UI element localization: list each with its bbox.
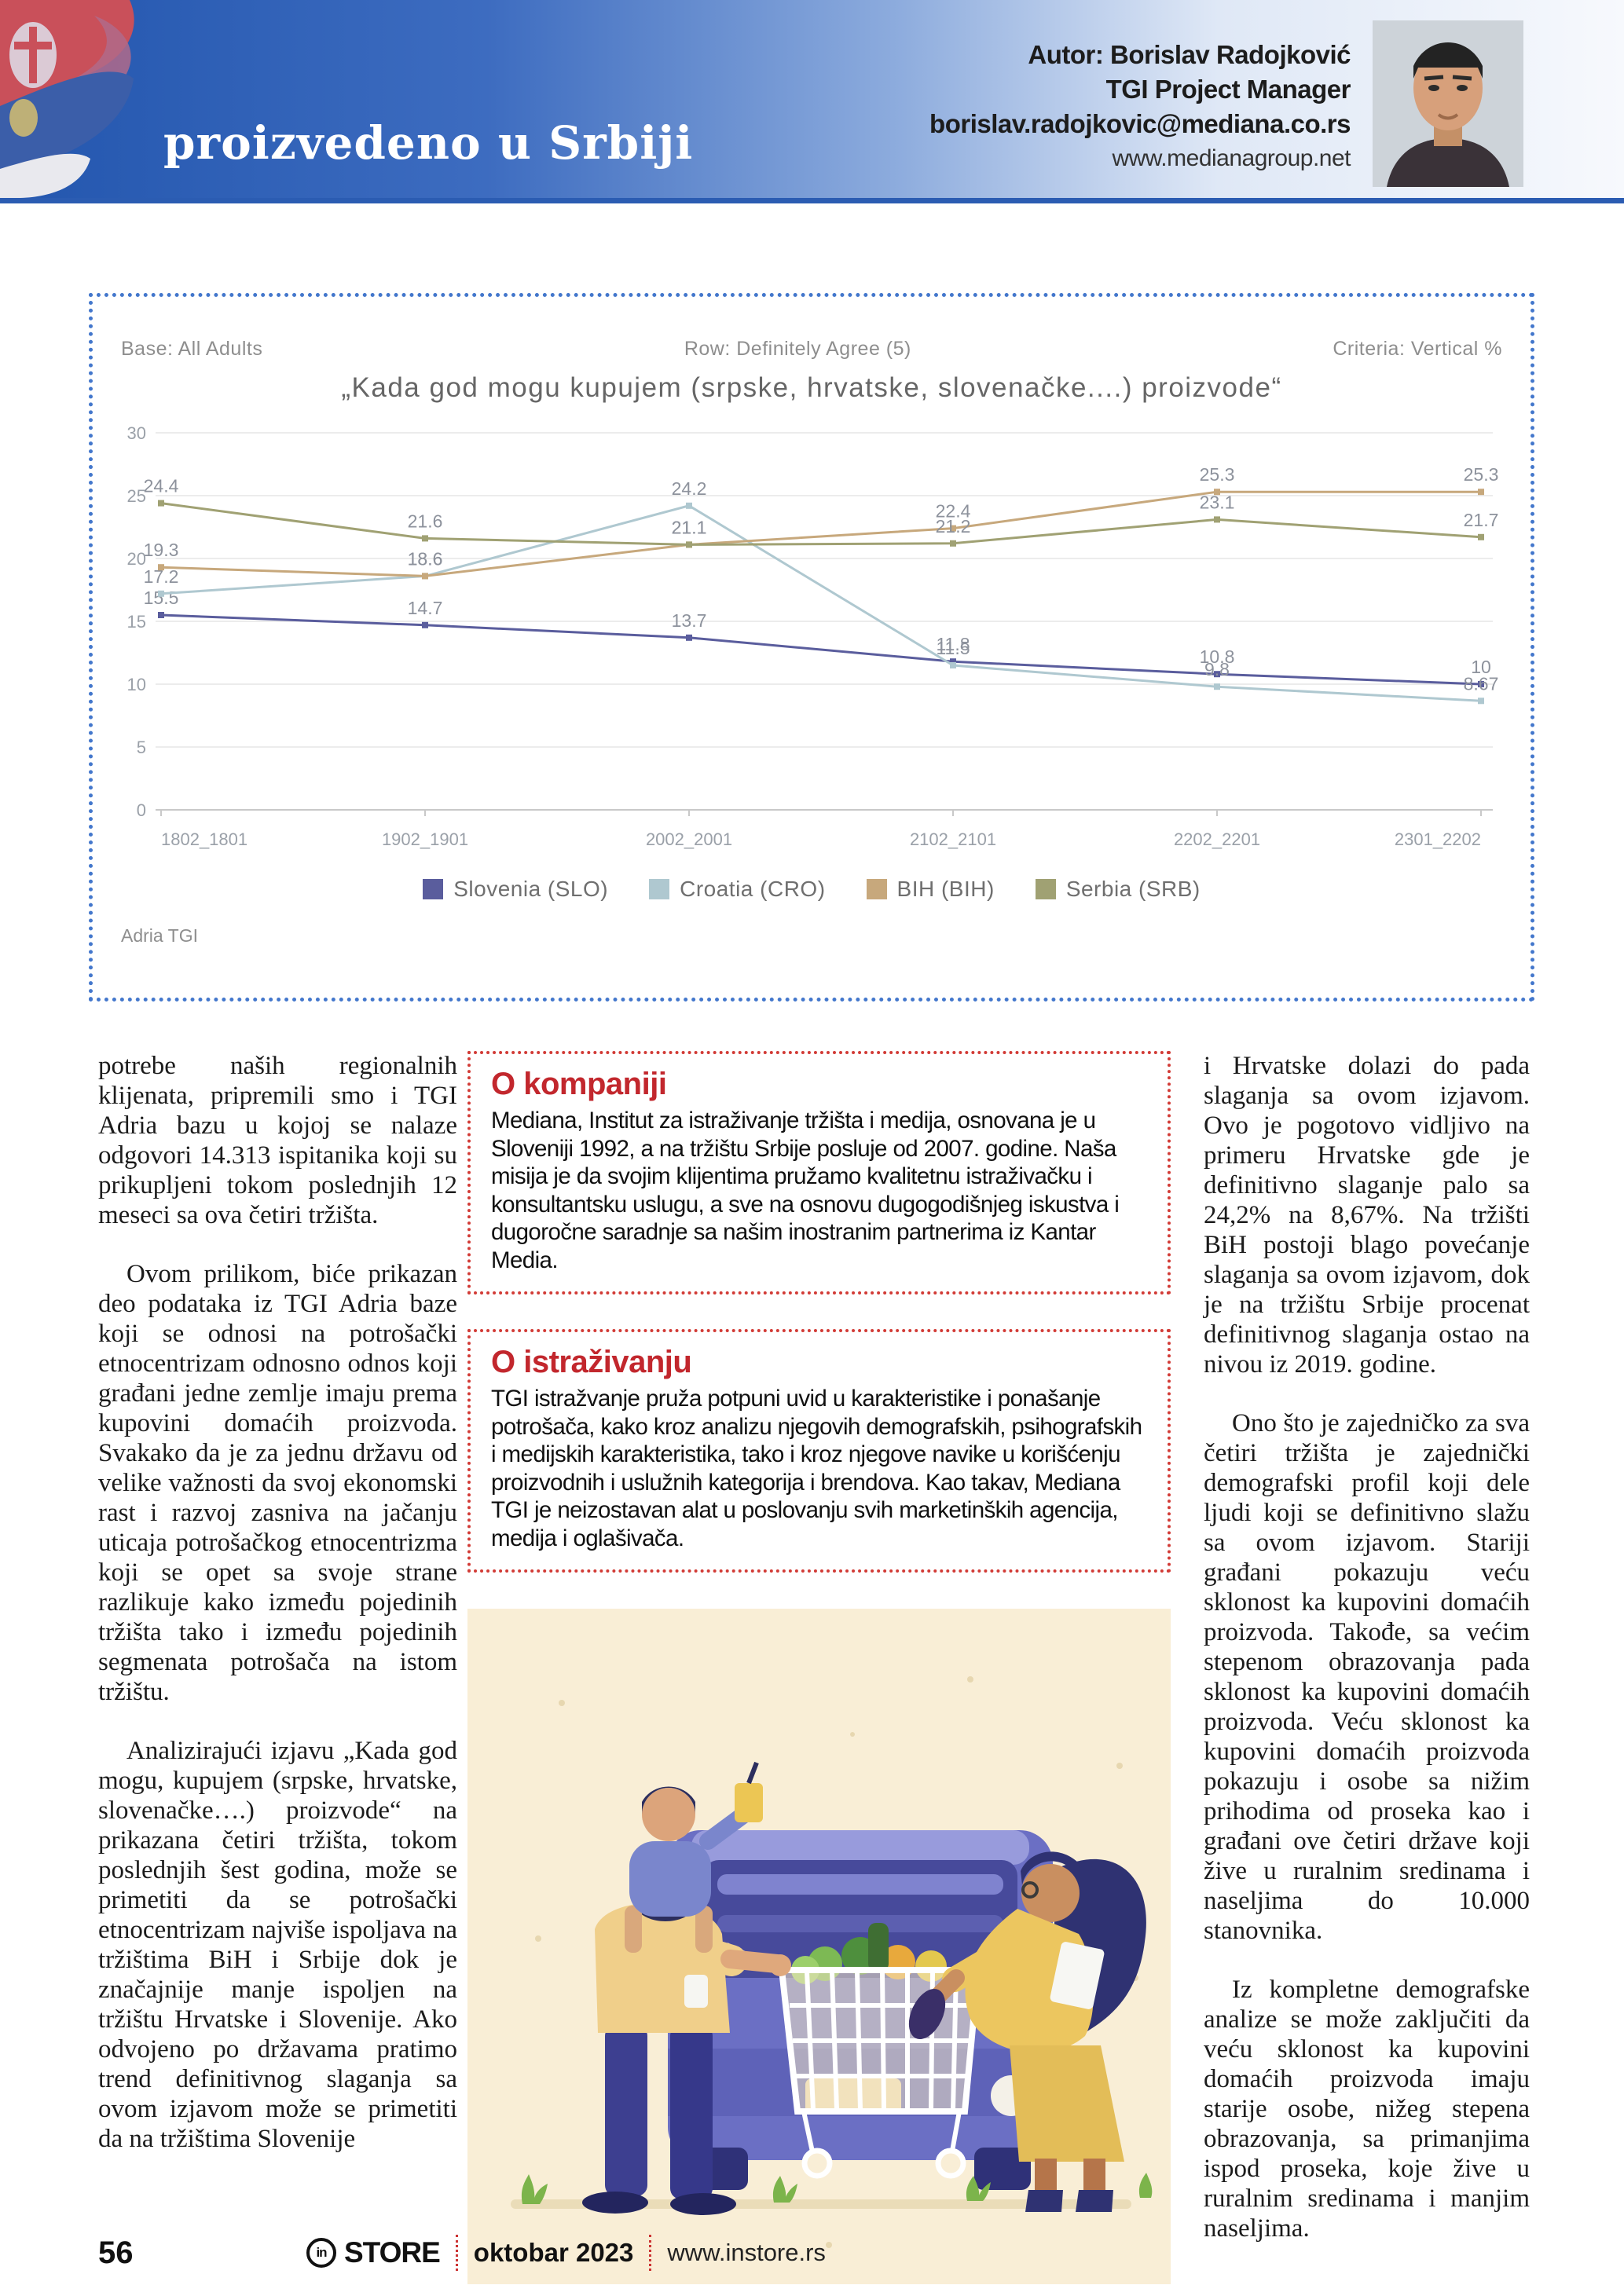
bih-swatch-icon: [866, 879, 887, 899]
svg-text:25: 25: [127, 486, 146, 506]
father-and-child-shape: [582, 1761, 791, 2215]
legend-item-serbia: Serbia (SRB): [1035, 877, 1201, 902]
mother-shape: [908, 1851, 1146, 2212]
chart-meta-row: Base: All Adults Row: Definitely Agree (…: [93, 338, 1531, 361]
chart-source-note: Adria TGI: [121, 925, 198, 946]
chart-criteria-note: Criteria: Vertical %: [1333, 338, 1502, 360]
family-shopping-illustration: [467, 1609, 1171, 2284]
svg-text:10.8: 10.8: [1200, 646, 1235, 667]
svg-text:18.6: 18.6: [408, 548, 443, 569]
footer-website: www.instore.rs: [667, 2239, 826, 2266]
about-research-heading: O istraživanju: [491, 1345, 692, 1379]
chart-panel: Base: All Adults Row: Definitely Agree (…: [89, 293, 1534, 1002]
svg-text:24.4: 24.4: [144, 476, 179, 496]
brand-name: STORE: [344, 2236, 441, 2269]
svg-text:2102_2101: 2102_2101: [910, 829, 996, 849]
svg-text:14.7: 14.7: [408, 598, 443, 618]
page-title: proizvedeno u Srbiji: [163, 116, 694, 170]
footer-divider: [455, 2235, 458, 2271]
about-research-text: TGI istražvanje pruža potpuni uvid u kar…: [491, 1386, 1142, 1551]
legend-item-bih: BIH (BIH): [866, 877, 995, 902]
article-column-left: potrebe naših regionalnih klijenata, pri…: [98, 1051, 457, 2154]
svg-text:21.1: 21.1: [672, 517, 707, 537]
svg-text:11.8: 11.8: [936, 634, 970, 654]
svg-text:30: 30: [127, 423, 146, 443]
svg-text:22.4: 22.4: [936, 501, 971, 522]
svg-text:2002_2001: 2002_2001: [646, 829, 732, 849]
about-company-heading: O kompaniji: [491, 1067, 667, 1101]
legend-item-croatia: Croatia (CRO): [649, 877, 825, 902]
author-name: Autor: Borislav Radojković: [1028, 40, 1351, 69]
paragraph: Iz kompletne demografske analize se može…: [1204, 1976, 1530, 2243]
svg-text:18.6: 18.6: [408, 548, 443, 569]
svg-text:2202_2201: 2202_2201: [1174, 829, 1260, 849]
article-column-right: i Hrvatske dolazi do pada slaganja sa ov…: [1204, 1051, 1530, 2243]
line-chart-plot: 0 5 10 15 20 25 30 1802_1801 1902_1901 2002_2001 2…: [127, 423, 1499, 849]
issue-date: oktobar 2023: [473, 2238, 634, 2267]
svg-text:13.7: 13.7: [672, 610, 707, 631]
svg-text:19.3: 19.3: [144, 540, 179, 560]
legend-item-slovenia: Slovenia (SLO): [423, 877, 608, 902]
svg-text:10: 10: [1471, 657, 1491, 677]
svg-text:9.8: 9.8: [1204, 659, 1230, 679]
header-band: proizvedeno u Srbiji Autor: Borislav Rad…: [0, 0, 1624, 198]
author-email: borislav.radojkovic@mediana.co.rs: [929, 109, 1351, 138]
chart-base-note: Base: All Adults: [121, 338, 263, 360]
svg-text:25.3: 25.3: [1200, 464, 1235, 485]
paragraph: i Hrvatske dolazi do pada slaganja sa ov…: [1204, 1052, 1530, 1379]
about-company-box: O kompaniji Mediana, Institut za istraži…: [467, 1051, 1171, 1294]
about-research-box: O istraživanju TGI istražvanje pruža pot…: [467, 1329, 1171, 1573]
svg-text:8.67: 8.67: [1464, 673, 1499, 694]
page-number: 56: [98, 2235, 134, 2270]
article-column-middle: O kompaniji Mediana, Institut za istraži…: [467, 1051, 1171, 2284]
grass-shape: [521, 2173, 1153, 2204]
svg-text:15: 15: [127, 612, 146, 632]
header-divider: [0, 198, 1624, 203]
author-photo: [1373, 20, 1523, 187]
brand-group: in STORE oktobar 2023 www.instore.rs: [306, 2235, 826, 2271]
slovenia-swatch-icon: [423, 879, 444, 899]
svg-text:24.2: 24.2: [672, 478, 707, 499]
paragraph: potrebe naših regionalnih klijenata, pri…: [98, 1052, 457, 1229]
svg-text:25.3: 25.3: [1464, 464, 1499, 485]
author-role: TGI Project Manager: [1105, 75, 1351, 104]
author-website: www.medianagroup.net: [1112, 145, 1351, 171]
instore-logo-icon: in: [306, 2238, 336, 2268]
author-block: Autor: Borislav Radojković TGI Project M…: [929, 38, 1351, 176]
svg-text:0: 0: [137, 800, 146, 820]
paragraph: Ono što je zajedničko za sva četiri trži…: [1204, 1409, 1530, 1945]
chart-legend: Slovenia (SLO) Croatia (CRO) BIH (BIH) S…: [93, 877, 1531, 902]
chart-title: „Kada god mogu kupujem (srpske, hrvatske…: [341, 372, 1282, 403]
svg-text:21.2: 21.2: [936, 516, 971, 536]
chart-row-note: Row: Definitely Agree (5): [684, 338, 911, 360]
svg-text:20: 20: [127, 549, 146, 569]
svg-text:10: 10: [127, 675, 146, 694]
svg-text:23.1: 23.1: [1200, 492, 1235, 512]
svg-text:21.7: 21.7: [1464, 510, 1499, 530]
svg-text:21.6: 21.6: [408, 511, 443, 531]
page-footer: 56 in STORE oktobar 2023 www.instore.rs: [98, 2229, 1528, 2276]
svg-text:11.5: 11.5: [936, 638, 970, 658]
paragraph: Ovom prilikom, biće prikazan deo podatak…: [98, 1260, 457, 1706]
serbia-swatch-icon: [1035, 879, 1056, 899]
croatia-swatch-icon: [649, 879, 670, 899]
svg-text:1902_1901: 1902_1901: [382, 829, 468, 849]
about-company-text: Mediana, Institut za istraživanje tržišt…: [491, 1108, 1120, 1273]
svg-text:5: 5: [137, 738, 146, 757]
footer-divider: [649, 2235, 652, 2271]
svg-text:1802_1801: 1802_1801: [161, 829, 247, 849]
paragraph: Analizirajući izjavu „Kada god mogu, kup…: [98, 1737, 457, 2153]
svg-text:2301_2202: 2301_2202: [1395, 829, 1481, 849]
svg-text:21.1: 21.1: [672, 517, 707, 537]
serbian-flag-icon: [0, 0, 134, 198]
